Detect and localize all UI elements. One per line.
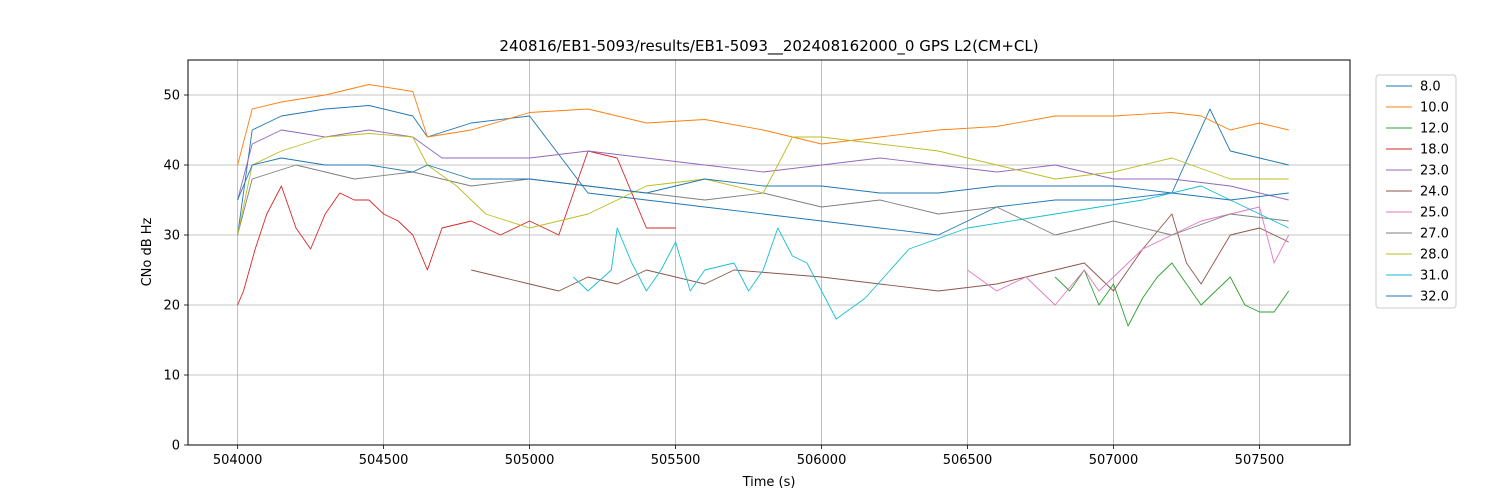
x-tick-label: 507500 bbox=[1235, 453, 1285, 468]
series-line-32.0 bbox=[237, 157, 1289, 201]
y-tick-label: 40 bbox=[163, 159, 180, 174]
x-tick-label: 504500 bbox=[359, 453, 409, 468]
x-tick-label: 504000 bbox=[213, 453, 263, 468]
x-axis-ticks: 504000 504500 505000 505500 506000 506500 5070… bbox=[213, 445, 1284, 468]
x-tick-label: 506500 bbox=[943, 453, 993, 468]
series-line-8.0 bbox=[237, 105, 1289, 236]
series-line-28.0 bbox=[237, 133, 1289, 236]
series-line-10.0 bbox=[237, 84, 1289, 166]
y-axis-label: CNo dB Hz bbox=[140, 217, 155, 286]
legend-entry-label: 8.0 bbox=[1420, 80, 1441, 95]
series-line-18.0 bbox=[237, 150, 676, 306]
y-tick-label: 50 bbox=[163, 89, 180, 104]
y-tick-label: 0 bbox=[172, 439, 180, 454]
y-axis-ticks: 0 10 20 30 40 50 bbox=[163, 89, 188, 454]
y-tick-label: 20 bbox=[163, 299, 180, 314]
series-line-25.0 bbox=[967, 206, 1290, 306]
x-tick-label: 506000 bbox=[797, 453, 847, 468]
legend-entry-label: 25.0 bbox=[1420, 206, 1449, 221]
plot-series bbox=[237, 84, 1290, 327]
legend-entry-label: 12.0 bbox=[1420, 122, 1449, 137]
grid-lines bbox=[188, 60, 1350, 446]
series-line-31.0 bbox=[573, 185, 1289, 320]
legend-entry-label: 24.0 bbox=[1420, 185, 1449, 200]
series-line-23.0 bbox=[237, 129, 1289, 201]
legend-entry-label: 18.0 bbox=[1420, 143, 1449, 158]
series-line-12.0 bbox=[1054, 262, 1290, 327]
x-tick-label: 505000 bbox=[505, 453, 555, 468]
series-line-24.0 bbox=[471, 213, 1289, 292]
x-axis-label: Time (s) bbox=[742, 475, 796, 490]
legend-entry-label: 23.0 bbox=[1420, 164, 1449, 179]
legend-entry-label: 27.0 bbox=[1420, 227, 1449, 242]
legend-entry-label: 32.0 bbox=[1420, 290, 1449, 305]
legend: 8.0 10.0 12.0 18.0 23.0 24.0 25.0 27.0 28.0 31.0 3… bbox=[1375, 74, 1457, 309]
y-tick-label: 10 bbox=[163, 369, 180, 384]
legend-entry-label: 31.0 bbox=[1420, 269, 1449, 284]
legend-box bbox=[1375, 74, 1457, 309]
x-tick-label: 507000 bbox=[1089, 453, 1139, 468]
legend-entry-label: 10.0 bbox=[1420, 101, 1449, 116]
chart-title: 240816/EB1-5093/results/EB1-5093__202408… bbox=[499, 37, 1038, 56]
x-tick-label: 505500 bbox=[651, 453, 701, 468]
plot-frame bbox=[187, 59, 1351, 446]
series-line-27.0 bbox=[237, 164, 1289, 236]
legend-entry-label: 28.0 bbox=[1420, 248, 1449, 263]
y-tick-label: 30 bbox=[163, 229, 180, 244]
